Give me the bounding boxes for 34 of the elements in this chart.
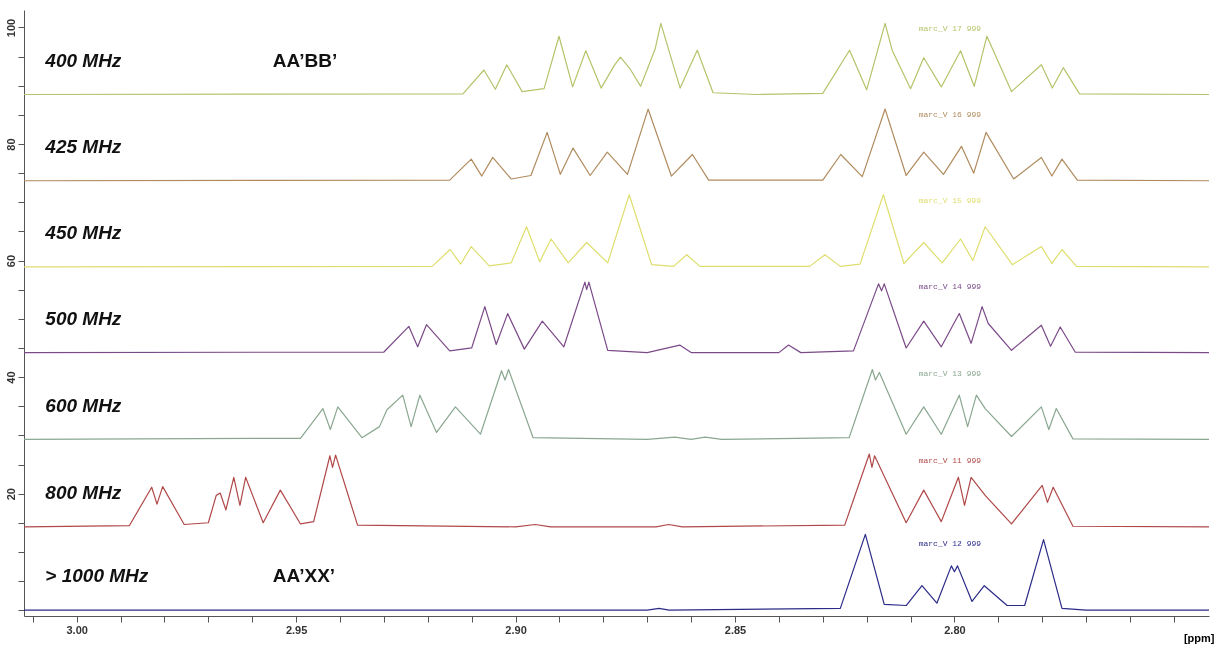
annotation: marc_V 15 999 bbox=[918, 196, 982, 206]
line-series bbox=[23, 368, 1210, 441]
line-series bbox=[23, 533, 1210, 611]
annotation: marc_V 13 999 bbox=[918, 368, 982, 378]
x-tick-label: 3.00 bbox=[66, 623, 88, 636]
annotation: AA’XX’ bbox=[272, 565, 336, 587]
line-series bbox=[23, 281, 1210, 354]
x-tick-label: 2.80 bbox=[944, 623, 966, 636]
y-tick-label: 40 bbox=[4, 371, 17, 384]
annotation: marc_V 14 999 bbox=[918, 281, 982, 291]
y-tick-label: 80 bbox=[4, 138, 17, 151]
x-tick-label: 2.90 bbox=[505, 623, 527, 636]
line-series bbox=[23, 22, 1210, 96]
series-label: 800 MHz bbox=[45, 482, 122, 504]
annotation: marc_V 12 999 bbox=[918, 539, 982, 549]
annotation: marc_V 16 999 bbox=[918, 109, 982, 119]
annotation: AA’BB’ bbox=[272, 49, 338, 71]
series-label: 425 MHz bbox=[44, 135, 122, 157]
y-tick-label: 20 bbox=[4, 488, 17, 501]
series-label: 600 MHz bbox=[45, 394, 122, 416]
series-label: > 1000 MHz bbox=[45, 565, 149, 587]
line-series bbox=[23, 194, 1210, 268]
x-tick-label: 2.95 bbox=[285, 623, 308, 636]
series-label: 400 MHz bbox=[44, 49, 122, 71]
line-series bbox=[23, 453, 1210, 528]
annotation: marc_V 17 999 bbox=[918, 23, 982, 33]
line-series bbox=[23, 108, 1210, 182]
y-tick-label: 60 bbox=[4, 254, 17, 268]
x-axis-title: [ppm] bbox=[1183, 631, 1215, 644]
x-tick-label: 2.85 bbox=[724, 623, 747, 636]
series-label: 450 MHz bbox=[44, 222, 122, 244]
series-label: 500 MHz bbox=[45, 307, 122, 329]
y-tick-label: 100 bbox=[4, 18, 17, 38]
annotation: marc_V 11 999 bbox=[918, 456, 982, 465]
